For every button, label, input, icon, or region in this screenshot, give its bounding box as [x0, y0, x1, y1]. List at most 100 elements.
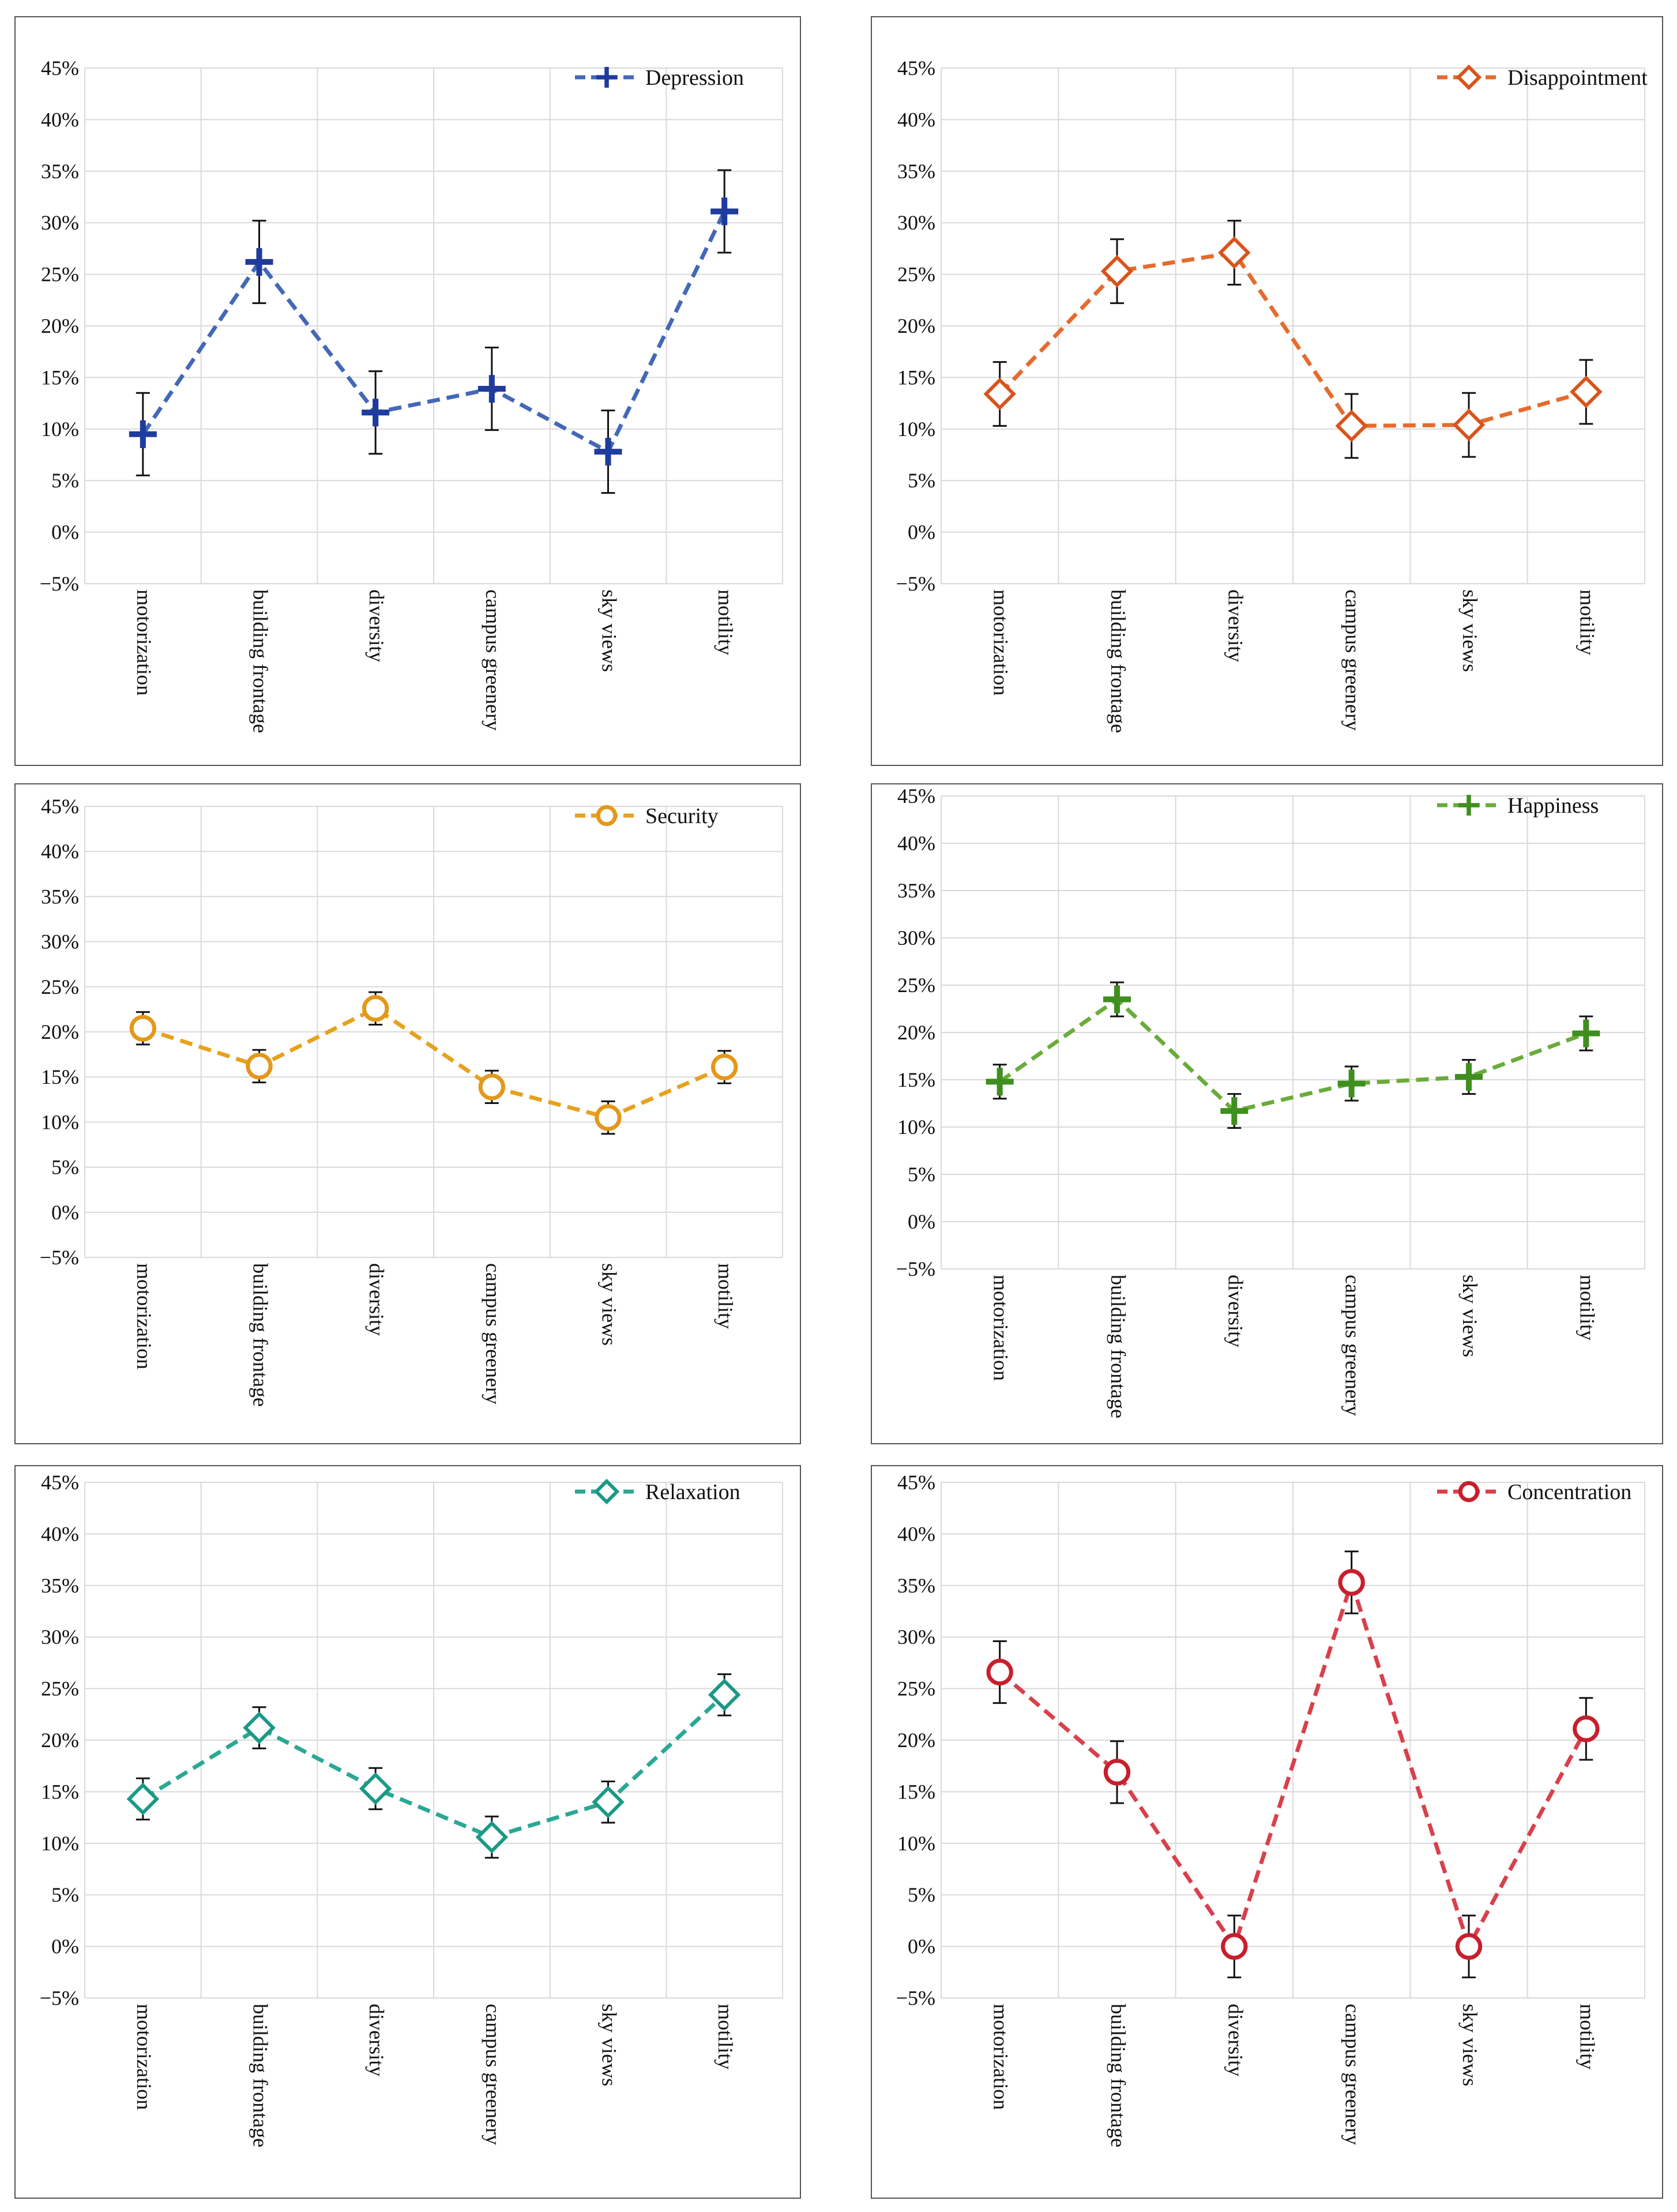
- data-point: [126, 1782, 160, 1816]
- x-tick-label: motorization: [133, 2004, 156, 2110]
- x-tick-label: building frontage: [1107, 1275, 1130, 1418]
- legend-marker: [596, 67, 617, 88]
- y-tick-label: 45%: [897, 784, 935, 808]
- x-tick-label: motorization: [990, 2004, 1013, 2110]
- x-tick-label: motility: [1576, 2004, 1599, 2070]
- data-point: [362, 995, 389, 1022]
- y-axis-ticks: 45% 40% 35% 30% 25% 20% 15% 10% 5% 0% −5%: [896, 1471, 935, 2010]
- y-axis-ticks: 45% 40% 35% 30% 25% 20% 15% 10% 5% 0% −5%: [896, 57, 935, 595]
- data-point: [245, 248, 273, 276]
- series-line: [142, 1693, 726, 1839]
- data-point: [1338, 1569, 1365, 1596]
- series-depression: [129, 169, 739, 494]
- chart-panel-happiness: 45% 40% 35% 30% 25% 20% 15% 10% 5% 0% −5% motorizat…: [871, 783, 1663, 1444]
- y-tick-label: 20%: [897, 1021, 935, 1044]
- x-tick-label: sky views: [598, 1263, 621, 1346]
- data-point: [477, 375, 506, 403]
- x-tick-label: campus greenery: [482, 1263, 505, 1404]
- y-tick-label: 45%: [41, 57, 79, 80]
- legend-label: Security: [645, 804, 719, 828]
- x-tick-label: diversity: [1224, 589, 1247, 662]
- y-tick-label: 30%: [41, 211, 79, 234]
- legend-marker: [1456, 64, 1482, 91]
- legend-label: Depression: [645, 66, 744, 90]
- chart-panel-concentration: 45% 40% 35% 30% 25% 20% 15% 10% 5% 0% −5% motorizat…: [871, 1465, 1663, 2199]
- chart-panel-disappointment: 45% 40% 35% 30% 25% 20% 15% 10% 5% 0% −5% motorizat…: [871, 16, 1663, 766]
- x-tick-label: motorization: [133, 1263, 156, 1369]
- legend-label: Concentration: [1507, 1480, 1631, 1504]
- x-tick-label: sky views: [1458, 589, 1482, 672]
- x-axis-ticks: motorization building frontage diversity ca…: [133, 1263, 737, 1407]
- x-axis-ticks: motorization building frontage diversity ca…: [990, 589, 1599, 733]
- y-tick-label: 10%: [41, 418, 79, 441]
- data-point: [592, 1786, 625, 1819]
- x-tick-label: diversity: [1224, 1275, 1247, 1347]
- chart-panel-security: 45% 40% 35% 30% 25% 20% 15% 10% 5% 0% −5% motorizat…: [14, 783, 801, 1444]
- y-tick-label: −5%: [896, 1257, 935, 1280]
- y-tick-label: 5%: [51, 1156, 79, 1179]
- x-axis-ticks: motorization building frontage diversity ca…: [133, 589, 737, 733]
- y-tick-label: 30%: [41, 1625, 79, 1648]
- y-tick-label: 0%: [51, 521, 79, 544]
- data-point: [475, 1820, 509, 1854]
- y-tick-label: 25%: [897, 974, 935, 997]
- data-point: [359, 1772, 392, 1805]
- y-tick-label: 10%: [41, 1110, 79, 1133]
- legend: Security: [575, 804, 719, 828]
- data-point: [1455, 1933, 1483, 1960]
- x-tick-label: sky views: [1458, 2004, 1482, 2086]
- data-point: [986, 1658, 1013, 1686]
- y-tick-label: 20%: [41, 1020, 79, 1043]
- y-tick-label: 0%: [908, 1210, 935, 1233]
- x-tick-label: motorization: [990, 1275, 1013, 1381]
- y-tick-label: −5%: [40, 1246, 79, 1269]
- data-point: [986, 1068, 1014, 1096]
- gridlines: [84, 806, 783, 1258]
- data-point: [478, 1073, 506, 1101]
- gridlines: [84, 67, 783, 584]
- legend-marker: [1458, 1481, 1480, 1503]
- data-point: [1455, 1063, 1483, 1091]
- x-tick-label: building frontage: [1107, 2004, 1130, 2147]
- legend-marker: [1458, 795, 1479, 816]
- y-tick-label: 45%: [897, 1471, 935, 1494]
- data-point: [1573, 1715, 1600, 1742]
- x-tick-label: sky views: [598, 2004, 621, 2086]
- y-tick-label: 40%: [41, 840, 79, 863]
- y-tick-label: 5%: [908, 1163, 935, 1186]
- data-point: [1100, 254, 1134, 288]
- y-tick-label: 5%: [908, 469, 935, 492]
- y-tick-label: 35%: [897, 879, 935, 902]
- y-axis-ticks: 45% 40% 35% 30% 25% 20% 15% 10% 5% 0% −5%: [896, 784, 935, 1280]
- x-tick-label: campus greenery: [482, 589, 505, 731]
- y-tick-label: 45%: [41, 1471, 79, 1494]
- y-tick-label: 30%: [897, 1625, 935, 1648]
- chart-panel-relaxation: 45% 40% 35% 30% 25% 20% 15% 10% 5% 0% −5% motorizat…: [14, 1465, 801, 2199]
- y-tick-label: 10%: [897, 1116, 935, 1139]
- y-axis-ticks: 45% 40% 35% 30% 25% 20% 15% 10% 5% 0% −5%: [40, 1471, 79, 2010]
- gridlines: [941, 1482, 1645, 1999]
- x-tick-label: campus greenery: [482, 2004, 505, 2145]
- y-tick-label: 20%: [41, 1729, 79, 1752]
- legend: Disappointment: [1437, 64, 1648, 91]
- y-tick-label: 25%: [41, 975, 79, 998]
- x-tick-label: diversity: [365, 589, 388, 662]
- data-point: [129, 420, 157, 448]
- x-tick-label: motility: [1576, 1275, 1599, 1340]
- x-tick-label: building frontage: [1107, 589, 1130, 733]
- y-tick-label: 25%: [897, 1677, 935, 1700]
- data-point: [1103, 985, 1131, 1013]
- x-tick-label: motorization: [990, 589, 1013, 696]
- chart-svg-relaxation: 45% 40% 35% 30% 25% 20% 15% 10% 5% 0% −5% motorizat…: [40, 1471, 783, 2147]
- legend: Depression: [575, 66, 744, 90]
- data-point: [243, 1711, 276, 1744]
- legend: Concentration: [1437, 1480, 1631, 1504]
- y-tick-label: 5%: [908, 1883, 935, 1906]
- gridlines: [941, 795, 1645, 1270]
- y-axis-ticks: 45% 40% 35% 30% 25% 20% 15% 10% 5% 0% −5%: [40, 795, 79, 1269]
- y-tick-label: 10%: [897, 418, 935, 441]
- gridlines: [941, 67, 1645, 584]
- y-tick-label: 20%: [41, 314, 79, 337]
- y-tick-label: 0%: [51, 1201, 79, 1224]
- x-tick-label: campus greenery: [1341, 1275, 1364, 1416]
